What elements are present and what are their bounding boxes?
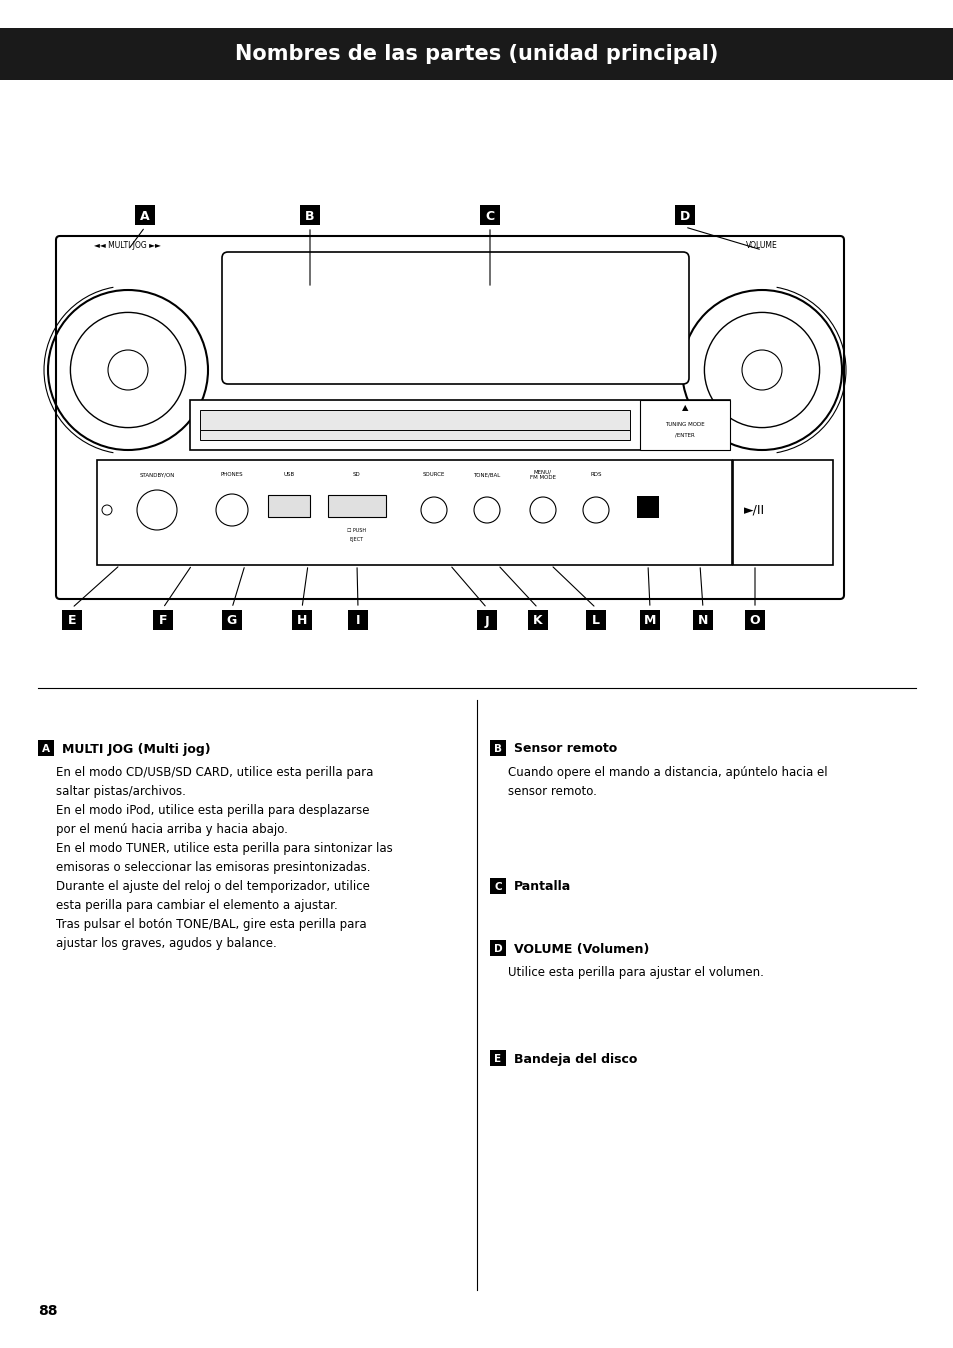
Text: O: O — [749, 615, 760, 628]
Text: C: C — [485, 209, 494, 222]
Bar — [490, 878, 505, 894]
Text: STANDBY/ON: STANDBY/ON — [139, 473, 174, 477]
Bar — [62, 611, 82, 630]
Text: Nombres de las partes (unidad principal): Nombres de las partes (unidad principal) — [235, 44, 718, 63]
Text: /ENTER: /ENTER — [675, 433, 694, 438]
Text: emisoras o seleccionar las emisoras presintonizadas.: emisoras o seleccionar las emisoras pres… — [56, 861, 370, 874]
Text: TONE/BAL: TONE/BAL — [473, 473, 500, 477]
Bar — [639, 400, 729, 450]
Bar — [200, 410, 629, 431]
Bar — [97, 460, 731, 565]
Text: Bandeja del disco: Bandeja del disco — [514, 1053, 637, 1065]
Text: SOURCE: SOURCE — [422, 473, 445, 477]
Bar — [268, 495, 310, 518]
Text: B: B — [494, 744, 501, 754]
FancyBboxPatch shape — [56, 236, 843, 599]
Bar — [692, 611, 712, 630]
Bar — [292, 611, 312, 630]
Text: L: L — [592, 615, 599, 628]
Text: K: K — [533, 615, 542, 628]
Bar — [527, 611, 547, 630]
Bar — [348, 611, 368, 630]
Text: USB: USB — [283, 473, 294, 477]
Text: M: M — [643, 615, 656, 628]
Bar — [222, 611, 242, 630]
Text: ☐ PUSH: ☐ PUSH — [347, 527, 366, 532]
Bar — [490, 940, 505, 956]
Bar — [190, 400, 729, 450]
Text: ◄◄ MULTI JOG ►►: ◄◄ MULTI JOG ►► — [93, 241, 160, 251]
Text: SD: SD — [353, 473, 360, 477]
Text: esta perilla para cambiar el elemento a ajustar.: esta perilla para cambiar el elemento a … — [56, 899, 337, 913]
Text: saltar pistas/archivos.: saltar pistas/archivos. — [56, 785, 186, 798]
Bar — [152, 611, 172, 630]
Text: E: E — [68, 615, 76, 628]
Text: En el modo CD/USB/SD CARD, utilice esta perilla para: En el modo CD/USB/SD CARD, utilice esta … — [56, 766, 373, 779]
Text: F: F — [158, 615, 167, 628]
Text: ▲: ▲ — [681, 403, 687, 412]
Bar — [476, 611, 497, 630]
Bar — [299, 205, 319, 225]
Text: Cuando opere el mando a distancia, apúntelo hacia el: Cuando opere el mando a distancia, apúnt… — [507, 766, 827, 779]
FancyBboxPatch shape — [222, 252, 688, 384]
Text: RDS: RDS — [590, 473, 601, 477]
Text: ajustar los graves, agudos y balance.: ajustar los graves, agudos y balance. — [56, 937, 276, 950]
Bar — [585, 611, 605, 630]
Text: Utilice esta perilla para ajustar el volumen.: Utilice esta perilla para ajustar el vol… — [507, 967, 763, 979]
Text: En el modo TUNER, utilice esta perilla para sintonizar las: En el modo TUNER, utilice esta perilla p… — [56, 842, 393, 855]
Bar — [0, 28, 953, 80]
Text: MENU/
FM MODE: MENU/ FM MODE — [530, 469, 556, 480]
Text: D: D — [493, 944, 502, 954]
Bar — [200, 430, 629, 439]
Text: VOLUME (Volumen): VOLUME (Volumen) — [514, 942, 649, 956]
Bar — [479, 205, 499, 225]
Text: C: C — [494, 882, 501, 892]
Bar — [639, 611, 659, 630]
Text: I: I — [355, 615, 360, 628]
Text: A: A — [42, 744, 50, 754]
Bar — [135, 205, 154, 225]
Text: N: N — [697, 615, 707, 628]
Text: En el modo iPod, utilice esta perilla para desplazarse: En el modo iPod, utilice esta perilla pa… — [56, 803, 369, 817]
Text: por el menú hacia arriba y hacia abajo.: por el menú hacia arriba y hacia abajo. — [56, 824, 288, 836]
Text: J: J — [484, 615, 489, 628]
Text: 88: 88 — [38, 1304, 57, 1318]
Bar — [490, 740, 505, 756]
Text: sensor remoto.: sensor remoto. — [507, 785, 597, 798]
Text: MULTI JOG (Multi jog): MULTI JOG (Multi jog) — [62, 743, 211, 755]
Bar — [490, 1050, 505, 1066]
Bar — [637, 496, 659, 518]
Text: ►/II: ►/II — [743, 504, 764, 516]
Text: D: D — [679, 209, 689, 222]
Text: Durante el ajuste del reloj o del temporizador, utilice: Durante el ajuste del reloj o del tempor… — [56, 880, 370, 892]
Text: E: E — [494, 1054, 501, 1064]
Bar — [675, 205, 695, 225]
Bar — [732, 460, 832, 565]
Text: G: G — [227, 615, 237, 628]
Text: H: H — [296, 615, 307, 628]
Text: Pantalla: Pantalla — [514, 880, 571, 894]
Text: VOLUME: VOLUME — [745, 241, 777, 251]
Text: B: B — [305, 209, 314, 222]
Text: EJECT: EJECT — [350, 538, 364, 542]
Bar — [328, 495, 386, 518]
Bar — [744, 611, 764, 630]
Text: A: A — [140, 209, 150, 222]
Text: Sensor remoto: Sensor remoto — [514, 743, 617, 755]
Text: PHONES: PHONES — [220, 473, 243, 477]
Bar — [38, 740, 54, 756]
Text: TUNING MODE: TUNING MODE — [664, 422, 704, 426]
Text: Tras pulsar el botón TONE/BAL, gire esta perilla para: Tras pulsar el botón TONE/BAL, gire esta… — [56, 918, 366, 931]
